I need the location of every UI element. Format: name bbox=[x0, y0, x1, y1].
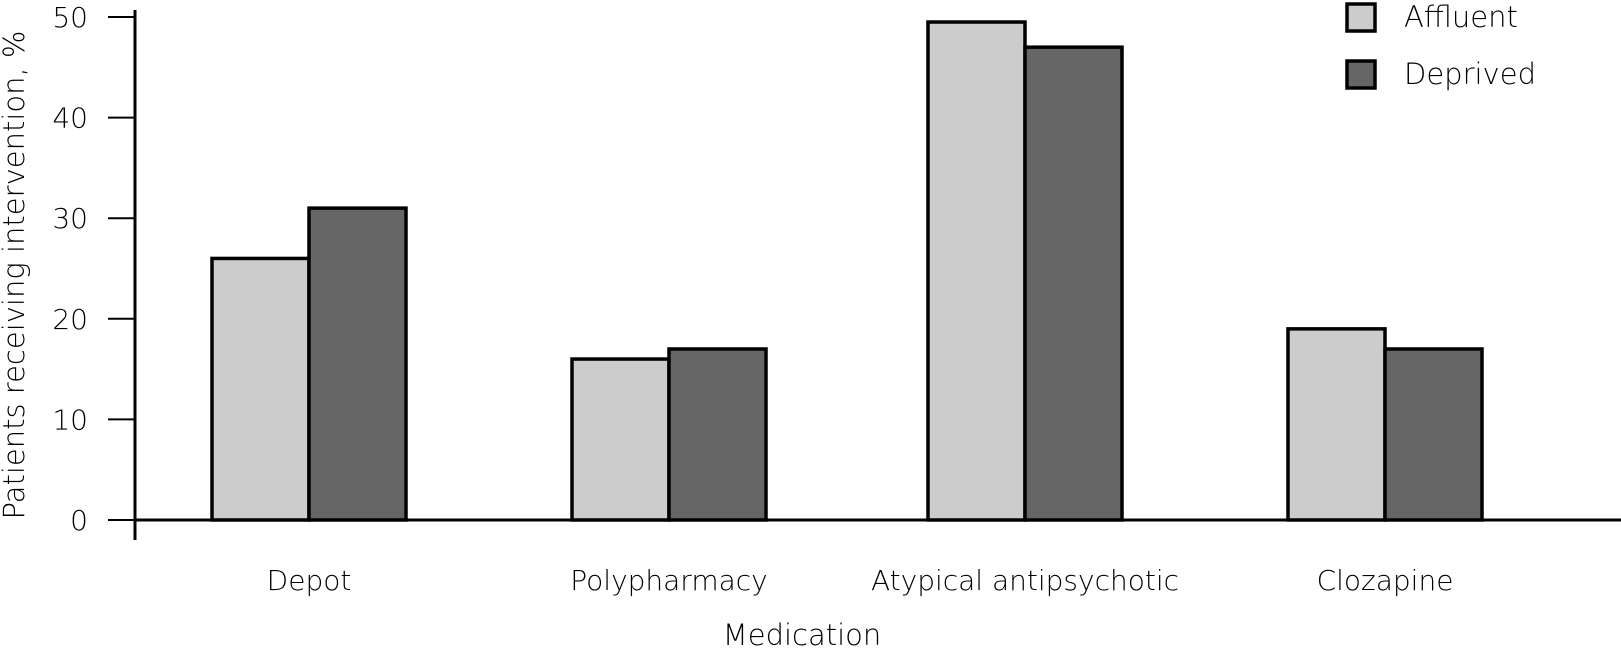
legend-swatch-affluent bbox=[1345, 2, 1377, 33]
bar-affluent-clozapine bbox=[1286, 327, 1387, 522]
bar-affluent-atypical-antipsychotic bbox=[926, 20, 1027, 522]
bar-affluent-depot bbox=[210, 256, 311, 522]
x-category-label: Atypical antipsychotic bbox=[871, 564, 1179, 597]
bar-deprived-polypharmacy bbox=[667, 347, 768, 522]
y-tick-label: 20 bbox=[52, 303, 88, 336]
y-tick-label: 50 bbox=[52, 1, 88, 34]
legend-label-affluent: Affluent bbox=[1404, 0, 1518, 34]
x-category-label: Clozapine bbox=[1317, 564, 1454, 597]
x-category-label: Depot bbox=[267, 564, 352, 597]
x-category-labels-group: Depot Polypharmacy Atypical antipsychotic C… bbox=[267, 564, 1454, 597]
axes-group bbox=[133, 10, 1621, 540]
y-tick-label: 10 bbox=[52, 403, 88, 436]
bars-group bbox=[210, 20, 1484, 522]
y-axis-title: Patients receiving intervention, % bbox=[0, 31, 31, 520]
x-category-label: Polypharmacy bbox=[570, 564, 767, 597]
y-tick-label: 40 bbox=[52, 102, 88, 135]
bar-deprived-depot bbox=[307, 206, 408, 522]
bar-affluent-polypharmacy bbox=[570, 357, 671, 522]
legend: Affluent Deprived bbox=[1345, 0, 1536, 91]
legend-swatch-deprived bbox=[1345, 59, 1377, 90]
bar-deprived-atypical-antipsychotic bbox=[1023, 45, 1124, 522]
y-tick-label: 30 bbox=[52, 202, 88, 235]
y-tick-label: 0 bbox=[70, 504, 88, 537]
y-ticks-group: 0 10 20 30 40 50 bbox=[52, 1, 135, 537]
legend-label-deprived: Deprived bbox=[1404, 57, 1536, 91]
bar-deprived-clozapine bbox=[1383, 347, 1484, 522]
x-axis-title: Medication bbox=[723, 618, 882, 652]
